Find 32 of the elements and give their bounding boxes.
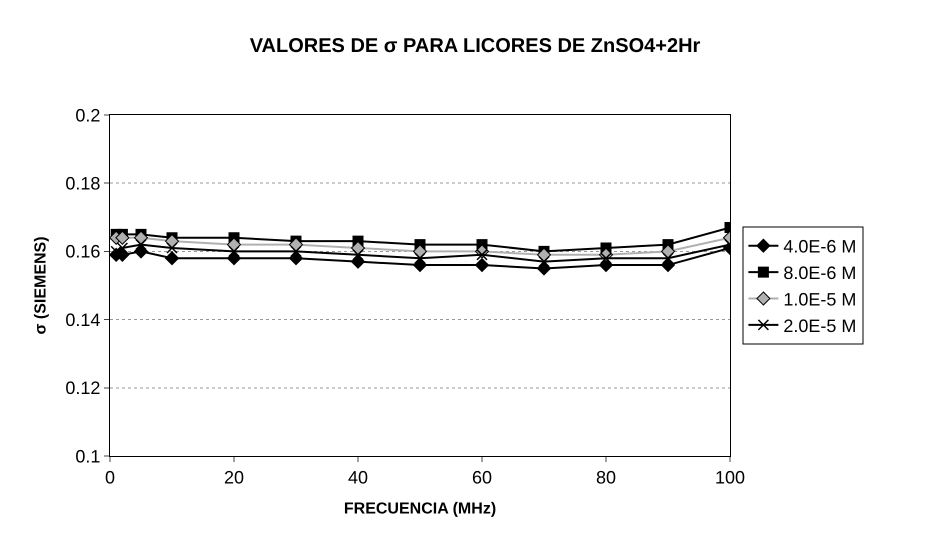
point <box>228 246 240 258</box>
point <box>662 252 674 264</box>
legend-label: 2.0E-5 M <box>783 316 856 336</box>
point <box>600 252 612 264</box>
x-tick-label: 40 <box>348 468 368 488</box>
x-tick-label: 100 <box>714 468 746 488</box>
legend-label: 8.0E-6 M <box>783 263 856 284</box>
point <box>165 251 179 266</box>
point <box>538 256 550 268</box>
y-tick-label: 0.16 <box>65 242 100 262</box>
x-axis-title: FRECUENCIA (MHz) <box>344 500 496 518</box>
y-tick-label: 0.2 <box>75 105 100 126</box>
point <box>135 238 147 250</box>
legend-label: 4.0E-6 M <box>783 236 856 257</box>
point <box>166 242 178 254</box>
point <box>290 246 302 258</box>
y-tick-label: 0.1 <box>75 446 100 466</box>
legend-label: 1.0E-5 M <box>783 290 856 310</box>
x-tick-label: 0 <box>104 468 116 488</box>
point <box>476 249 488 261</box>
y-tick-label: 0.18 <box>65 174 100 194</box>
point <box>115 230 130 245</box>
y-tick-label: 0.14 <box>65 310 100 330</box>
y-axis-title: σ (SIEMENS) <box>32 236 50 335</box>
point <box>352 249 364 261</box>
point <box>414 252 426 264</box>
x-tick-label: 60 <box>472 468 492 488</box>
x-tick-label: 80 <box>596 468 616 488</box>
point <box>475 258 489 272</box>
chart-title: VALORES DE σ PARA LICORES DE ZnSO4+2Hr <box>250 35 701 58</box>
x-tick-label: 20 <box>224 468 244 488</box>
y-tick-label: 0.12 <box>65 378 100 398</box>
